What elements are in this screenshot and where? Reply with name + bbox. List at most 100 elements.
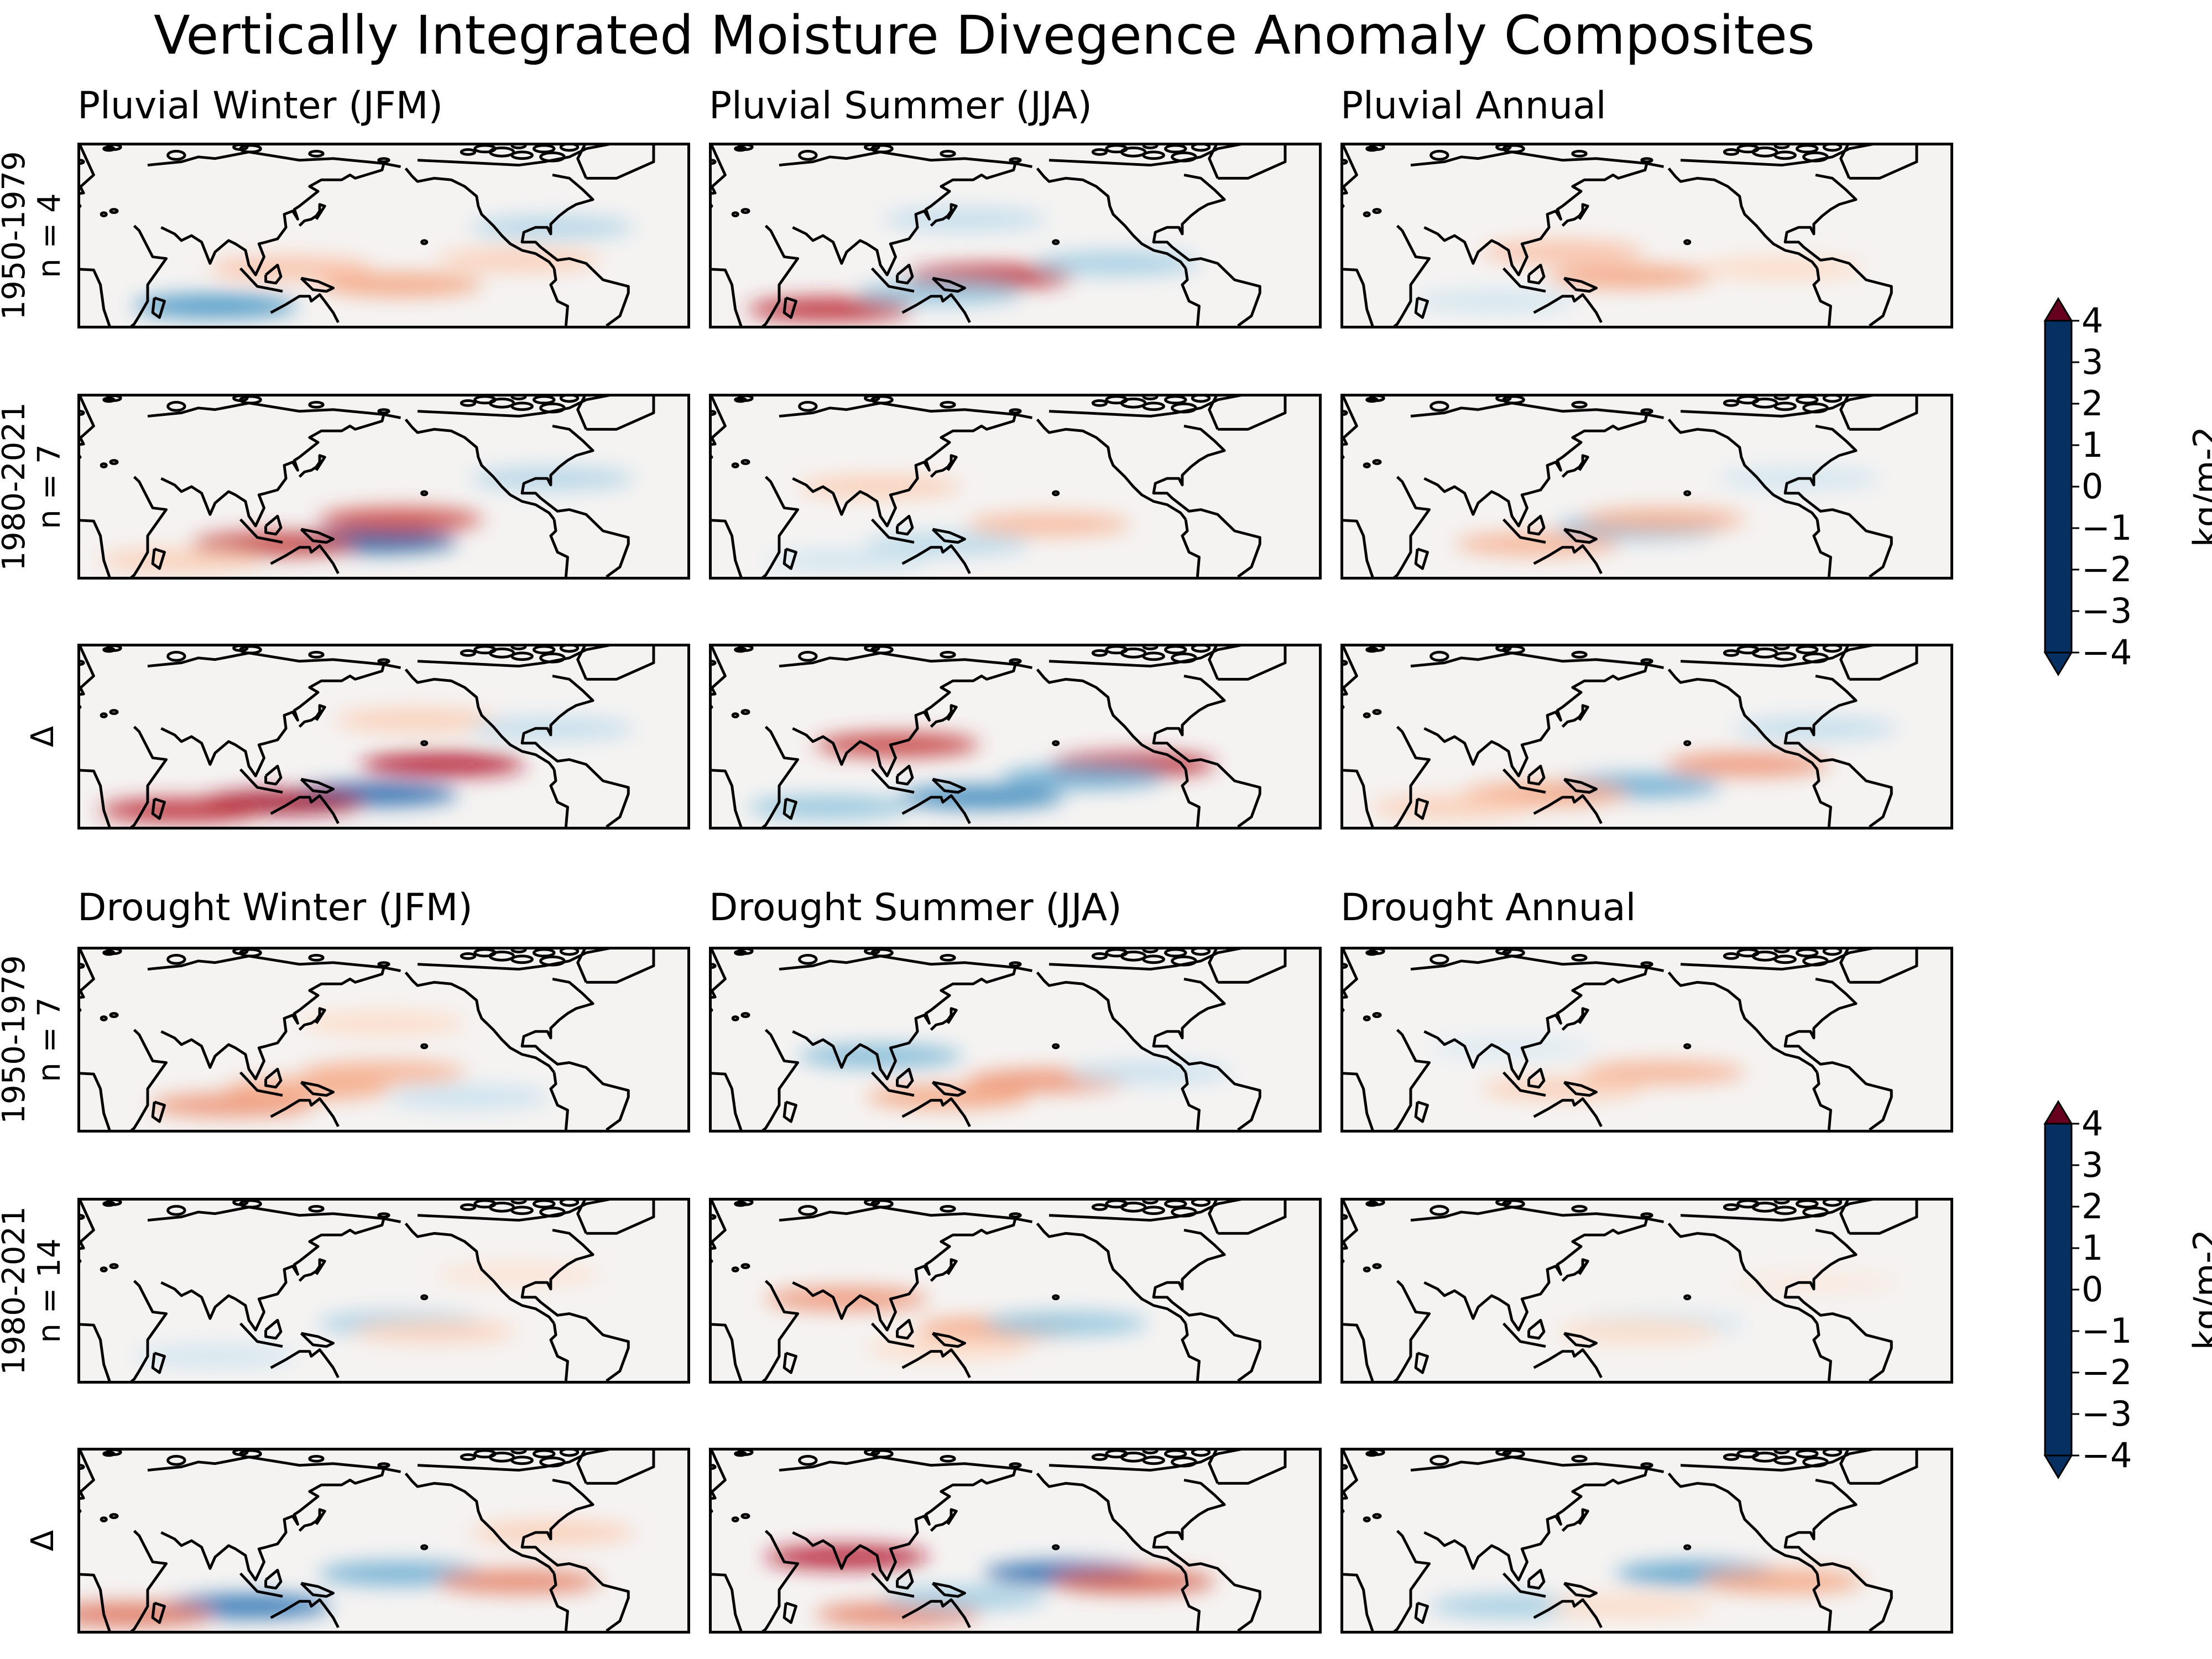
coastline [520, 1228, 630, 1381]
coastline [160, 163, 385, 276]
island-outline [473, 646, 497, 655]
island-outline [1822, 1201, 1843, 1207]
coastline [147, 1455, 401, 1473]
island-outline [734, 646, 747, 653]
island-outline [1571, 149, 1588, 158]
island-outline [100, 1516, 108, 1522]
island-outline [532, 950, 556, 958]
coastline [1393, 476, 1431, 577]
island-outline [102, 646, 116, 653]
coastline [1839, 1451, 1918, 1485]
island-outline [1171, 652, 1197, 664]
island-outline [1795, 1451, 1819, 1459]
coastline [779, 1455, 1033, 1473]
row-label-line: 1950-1979 [0, 955, 32, 1124]
island-outline [532, 1201, 556, 1209]
coastline [931, 1582, 967, 1598]
coastline [712, 184, 717, 195]
island-outline [1683, 1294, 1692, 1301]
map-panel [1340, 143, 1953, 328]
island-outline [1105, 950, 1128, 958]
coastline [80, 1451, 111, 1631]
island-outline [1142, 1451, 1159, 1454]
island-outline [731, 1516, 739, 1522]
coastline [576, 646, 655, 681]
coastline [761, 1280, 800, 1381]
coastline [931, 778, 967, 794]
island-outline [1142, 145, 1159, 149]
island-outline [798, 1454, 818, 1466]
coastline [264, 1568, 283, 1590]
island-outline [1372, 208, 1382, 214]
anomaly-blob [318, 507, 483, 531]
colorbar-tick-label: 4 [2081, 300, 2104, 341]
island-outline [1343, 159, 1348, 165]
coastline [931, 528, 967, 544]
coastline [576, 950, 655, 984]
coastline [779, 401, 1033, 419]
island-outline [1795, 1201, 1819, 1209]
island-outline [1009, 1212, 1022, 1219]
coastlines [80, 646, 655, 827]
island-outline [1495, 397, 1512, 402]
island-outline [940, 149, 956, 158]
coastline [1839, 646, 1918, 681]
coastline [404, 972, 556, 1073]
island-outline [798, 953, 818, 965]
coastline [1343, 397, 1374, 577]
island-outline [510, 150, 534, 160]
anomaly-field [1556, 1270, 1898, 1344]
coastline [779, 1206, 1033, 1223]
island-outline [1171, 955, 1197, 967]
island-outline [1142, 1201, 1159, 1204]
island-outline [1802, 402, 1829, 414]
map-panel [709, 143, 1322, 328]
anomaly-blob [1733, 716, 1898, 740]
island-outline [1773, 401, 1797, 411]
anomaly-blob [80, 1603, 213, 1626]
coastline [1423, 664, 1648, 778]
anomaly-field [1430, 1561, 1864, 1618]
island-outline [1052, 1294, 1060, 1301]
coastline [870, 267, 915, 293]
island-outline [532, 397, 556, 405]
coastline [712, 988, 717, 999]
coastline [1414, 547, 1429, 570]
coastline [520, 424, 630, 577]
row-label-line: 1980-2021 [0, 402, 32, 571]
map-field [80, 1201, 687, 1381]
island-outline [1571, 400, 1588, 409]
island-outline [1430, 400, 1449, 412]
anomaly-blob [764, 1287, 929, 1311]
anomaly-field [764, 1287, 1149, 1360]
anomaly-blob [470, 215, 635, 239]
island-outline [734, 145, 747, 152]
island-outline [1495, 646, 1512, 652]
coastline [1181, 769, 1201, 827]
coastline [1561, 203, 1589, 227]
colorbar-tick-label: −2 [2081, 1352, 2132, 1392]
coastline [782, 1100, 797, 1123]
island-outline [1191, 397, 1211, 403]
panel-row-label: 1980-2021 n = 14 [0, 1197, 67, 1385]
panel-column-title: Pluvial Winter (JFM) [77, 84, 444, 128]
anomaly-field [1455, 466, 1881, 556]
island-outline [1191, 1451, 1211, 1457]
coastline [1343, 1201, 1374, 1381]
coastline [1152, 1228, 1261, 1381]
coastline [576, 397, 655, 431]
coastline [779, 150, 1033, 168]
coastline [1393, 1029, 1431, 1130]
colorbar-tick-label: −1 [2081, 1311, 2132, 1351]
coastline [270, 1348, 340, 1379]
coastline [1343, 435, 1348, 446]
coastline [792, 163, 1017, 276]
coastlines [1343, 1451, 1918, 1631]
coastline [1533, 293, 1603, 324]
coastline [80, 1489, 85, 1500]
coastline [264, 1067, 283, 1089]
coastline [1343, 1239, 1348, 1250]
anomaly-field [764, 474, 1131, 572]
island-outline [109, 1513, 119, 1519]
coastline [80, 184, 85, 195]
